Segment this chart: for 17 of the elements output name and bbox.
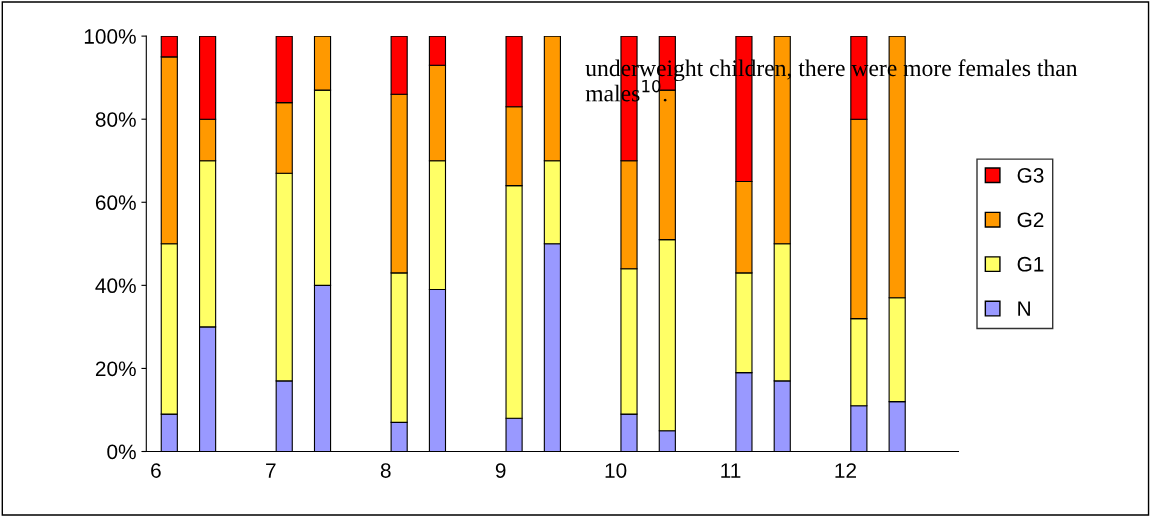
legend-label: G2 (1017, 212, 1044, 228)
legend-label: G3 (1017, 168, 1044, 183)
x-tick-label: 12 (835, 463, 856, 478)
y-tick-label: 60% (95, 195, 136, 211)
legend-label: N (1018, 301, 1030, 316)
y-tick-label: 0% (107, 444, 136, 460)
x-tick-label: 11 (721, 463, 741, 478)
x-tick-label: 10 (605, 463, 627, 478)
x-tick-label: 7 (266, 463, 276, 478)
y-tick-label: 20% (95, 361, 136, 377)
x-tick-label: 6 (151, 463, 161, 478)
y-tick-label: 40% (95, 278, 136, 294)
x-tick-label: 9 (495, 463, 506, 478)
y-tick-label: 100% (84, 29, 136, 44)
x-tick-label: 8 (380, 463, 391, 478)
legend-label: G1 (1017, 256, 1044, 272)
y-tick-label: 80% (95, 112, 136, 127)
